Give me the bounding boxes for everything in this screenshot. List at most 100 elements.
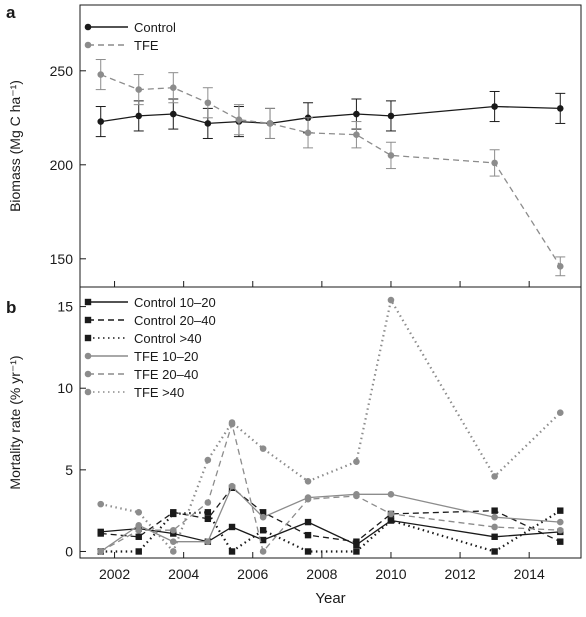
panel-b-y-tick-label: 5 <box>65 462 73 478</box>
series-tfe-point <box>135 86 143 93</box>
series-control-gt-40-point <box>204 509 212 516</box>
panel-b-y-tick-label: 10 <box>57 380 73 396</box>
panel-b-x-axis-label: Year <box>315 590 345 607</box>
panel-b-legend-label: Control 20–40 <box>134 313 216 328</box>
series-tfe-20-40-point <box>491 523 498 531</box>
panel-b-legend-label: TFE >40 <box>134 385 184 400</box>
series-tfe-point <box>387 152 395 159</box>
series-control-gt-40-point <box>387 517 395 524</box>
series-tfe-20-40-point <box>169 526 177 534</box>
panel-b-letter: b <box>6 298 16 317</box>
series-tfe-20-40-point <box>97 548 105 555</box>
series-tfe-gt-40-point <box>97 500 105 508</box>
panel-b-y-tick-label: 0 <box>65 543 73 559</box>
series-tfe-point <box>304 129 312 137</box>
series-control-gt-40-point <box>170 510 177 518</box>
panel-b-x-tick-label: 2014 <box>514 566 545 582</box>
series-tfe-gt-40-point <box>228 419 236 426</box>
series-control-point <box>491 103 498 110</box>
panel-b-x-tick-label: 2006 <box>237 566 268 582</box>
panel-a-legend-marker <box>84 23 92 31</box>
series-control-point <box>387 112 395 120</box>
panel-a-legend-label: Control <box>134 20 176 35</box>
series-control-point <box>204 120 212 127</box>
series-control-point <box>353 110 360 118</box>
series-tfe-point <box>235 116 243 123</box>
series-control-gt-40-point <box>304 548 312 555</box>
series-control-20-40-point <box>204 515 212 523</box>
panel-b-legend-marker <box>84 370 92 378</box>
panel-b: b 0 5 10 15 2002 2004 2006 2008 2010 2012 2014 Mort… <box>6 286 582 607</box>
panel-b-plot-frame <box>79 286 582 559</box>
panel-b-y-tick-label: 15 <box>57 299 73 315</box>
panel-b-y-axis-label: Mortality rate (% yr⁻¹) <box>7 355 23 489</box>
series-control-point <box>97 118 105 125</box>
series-tfe-20-40-point <box>204 499 212 506</box>
series-control-gt-40-point <box>228 548 236 555</box>
series-tfe-point <box>491 159 498 167</box>
series-tfe-line <box>100 73 561 267</box>
series-tfe-20-40-point <box>259 548 267 555</box>
series-control-10-20-line <box>100 519 561 546</box>
panel-b-x-tick-label: 2010 <box>375 566 406 582</box>
panel-b-x-tick-label: 2012 <box>444 566 475 582</box>
series-tfe-gt-40-point <box>387 296 395 304</box>
series-control-20-40-point <box>304 531 312 539</box>
series-tfe-gt-40-point <box>204 456 212 464</box>
series-control-20-40-point <box>135 533 142 540</box>
series-control-gt-40-point <box>135 548 142 555</box>
series-tfe-20-40-point <box>556 526 564 534</box>
series-tfe-gt-40-point <box>353 458 360 465</box>
series-control-point <box>135 112 143 120</box>
panel-b-legend-marker <box>84 298 92 306</box>
series-control-10-20-point <box>353 541 360 549</box>
panel-b-legend-marker <box>84 352 92 360</box>
series-tfe-gt-40-line <box>100 297 562 554</box>
panel-a-y-tick-label: 200 <box>50 157 74 173</box>
series-tfe-point <box>266 120 274 127</box>
series-tfe-10-20-point <box>228 482 236 490</box>
series-control-gt-40-point <box>353 548 360 555</box>
series-control-point <box>556 105 564 112</box>
series-tfe-10-20-point <box>387 491 395 498</box>
series-tfe-gt-40-point <box>556 409 564 417</box>
panel-a-y-tick-label: 150 <box>50 251 74 267</box>
panel-b-legend-label: TFE 10–20 <box>134 349 198 364</box>
series-control-10-20-point <box>228 523 236 531</box>
series-tfe-20-40-point <box>387 510 395 518</box>
panel-b-legend-marker <box>84 316 92 324</box>
panel-a-y-axis-label: Biomass (Mg C ha⁻¹) <box>7 80 23 212</box>
series-control-point <box>169 110 177 118</box>
series-tfe-10-20-point <box>135 522 143 529</box>
series-tfe-10-20-point <box>556 518 564 526</box>
series-control-20-40-point <box>353 538 360 545</box>
series-control-gt-40-point <box>557 507 564 514</box>
series-control-gt-40-point <box>491 548 498 555</box>
panel-a: a 150 200 250 Biomass (Mg C ha⁻¹) Control TFE <box>6 3 582 288</box>
series-control-20-40-point <box>259 509 267 516</box>
series-tfe-point <box>169 84 177 92</box>
series-tfe-10-20-line <box>100 485 561 553</box>
series-tfe-gt-40-point <box>304 477 312 485</box>
series-tfe-gt-40-point <box>491 473 498 480</box>
series-control-20-40-point <box>97 530 104 537</box>
series-tfe-10-20-point <box>204 538 212 545</box>
panel-b-legend-label: Control >40 <box>134 331 202 346</box>
series-control-10-20-point <box>259 536 267 544</box>
series-tfe-gt-40-point <box>169 548 177 555</box>
panel-a-letter: a <box>6 3 16 22</box>
series-tfe-10-20-point <box>259 513 267 521</box>
panel-b-legend-label: Control 10–20 <box>134 295 216 310</box>
series-control-gt-40-point <box>259 527 267 534</box>
series-tfe-gt-40-point <box>135 508 143 516</box>
panel-b-legend-marker <box>84 388 92 396</box>
panel-b-x-tick-label: 2008 <box>306 566 337 582</box>
series-tfe-point <box>556 263 564 270</box>
panel-b-legend-label: TFE 20–40 <box>134 367 198 382</box>
panel-b-x-tick-label: 2004 <box>168 566 199 582</box>
series-control-20-40-point <box>491 507 498 514</box>
panel-b-legend-marker <box>84 334 92 342</box>
panel-b-x-tick-label: 2002 <box>99 566 130 582</box>
panel-a-legend-label: TFE <box>134 38 159 53</box>
